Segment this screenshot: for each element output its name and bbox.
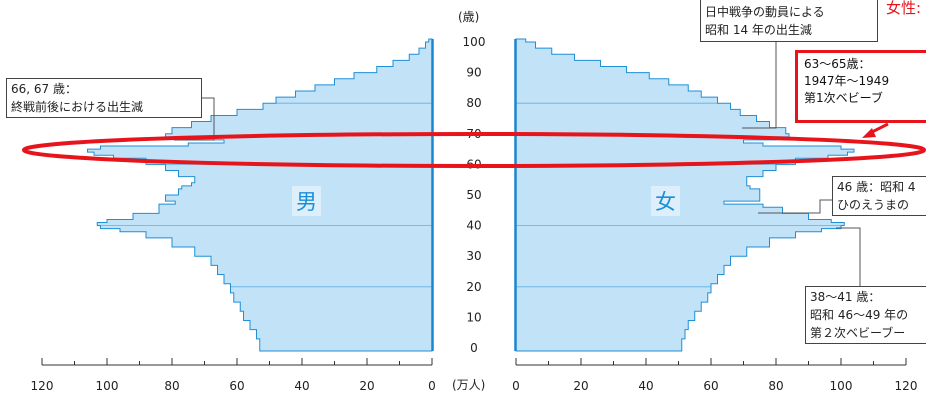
male-x-tick-60: 60 <box>229 379 244 393</box>
age-tick-40: 40 <box>466 219 481 233</box>
annotation-63-65-babyboom: 63〜65歳： 1947年〜1949 第1次ベビーブ <box>795 50 926 123</box>
female-x-tick-20: 20 <box>573 379 588 393</box>
male-x-tick-0: 0 <box>428 379 436 393</box>
age-tick-10: 10 <box>466 310 481 324</box>
male-x-tick-80: 80 <box>164 379 179 393</box>
female-x-tick-120: 120 <box>895 379 918 393</box>
female-x-tick-0: 0 <box>512 379 520 393</box>
highlight-ellipse <box>22 132 926 168</box>
male-x-tick-120: 120 <box>31 379 54 393</box>
connector-38-41 <box>836 227 861 286</box>
male-label: 男 <box>292 186 321 216</box>
connector-66-67 <box>174 97 215 141</box>
highlight-arrow-head <box>862 128 876 138</box>
annotation-showa14: 日中戦争の動員による 昭和 14 年の出生減 <box>700 0 878 42</box>
annotation-46-hinoeuma: 46 歳：昭和 4 ひのえうまの <box>832 176 926 216</box>
female-x-tick-100: 100 <box>830 379 853 393</box>
female-x-tick-40: 40 <box>638 379 653 393</box>
age-tick-100: 100 <box>463 35 486 49</box>
male-x-tick-20: 20 <box>359 379 374 393</box>
female-label: 女 <box>651 186 680 216</box>
male-x-tick-100: 100 <box>96 379 119 393</box>
age-tick-80: 80 <box>466 96 481 110</box>
age-tick-0: 0 <box>470 341 478 355</box>
annotation-38-41-second-babyboom: 38〜41 歳： 昭和 46〜49 年の 第２次ベビーブー <box>805 286 926 344</box>
age-unit-label: (歳) <box>458 10 480 24</box>
female-x-tick-80: 80 <box>768 379 783 393</box>
annotation-66-67: 66, 67 歳： 終戦前後における出生減 <box>6 78 202 118</box>
female-x-tick-60: 60 <box>703 379 718 393</box>
age-tick-90: 90 <box>466 66 481 80</box>
age-tick-50: 50 <box>466 188 481 202</box>
pyramid-female-area <box>515 38 855 352</box>
connector-showa14 <box>742 42 777 129</box>
age-tick-20: 20 <box>466 280 481 294</box>
annotation-female-corner: 女性: <box>886 0 922 17</box>
male-x-tick-40: 40 <box>294 379 309 393</box>
connector-46 <box>758 199 832 214</box>
age-tick-30: 30 <box>466 249 481 263</box>
pyramid-male-area <box>87 38 433 352</box>
x-unit-label: (万人) <box>452 378 486 392</box>
